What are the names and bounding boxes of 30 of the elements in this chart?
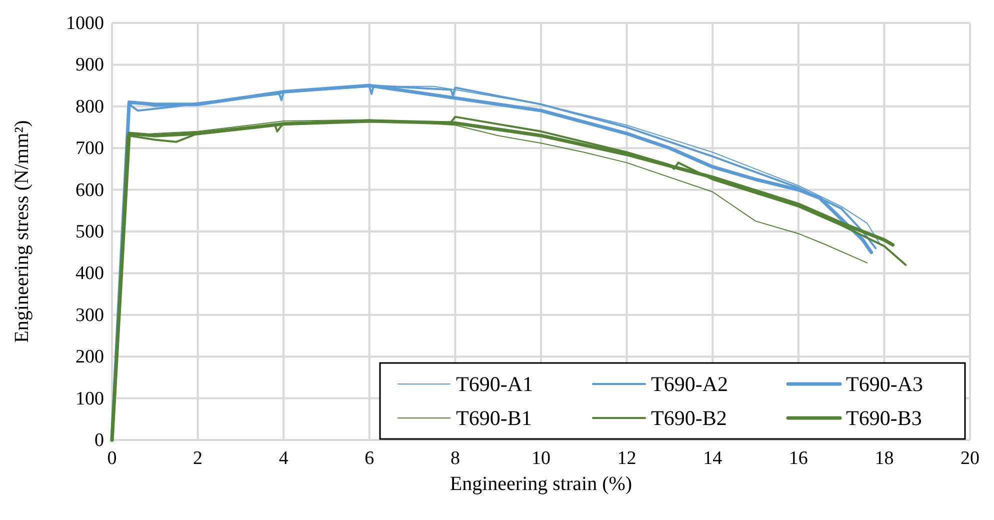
- x-tick-label: 14: [703, 448, 723, 469]
- y-tick-label: 900: [76, 54, 104, 76]
- x-tick-label: 12: [617, 448, 636, 469]
- y-axis-title: Engineering stress (N/mm²): [11, 120, 33, 343]
- y-tick-label: 700: [76, 138, 104, 160]
- x-tick-label: 2: [193, 448, 203, 469]
- x-axis-title: Engineering strain (%): [450, 473, 632, 495]
- y-tick-label: 300: [76, 304, 104, 326]
- y-tick-label: 400: [76, 263, 104, 284]
- x-tick-label: 18: [874, 448, 894, 469]
- y-tick-label: 1000: [66, 13, 104, 34]
- legend-label: T690-A2: [651, 372, 728, 396]
- legend-label: T690-A1: [456, 372, 533, 396]
- legend-label: T690-B1: [456, 406, 532, 430]
- x-tick-label: 6: [364, 448, 374, 469]
- y-tick-label: 800: [76, 96, 104, 118]
- x-tick-label: 4: [278, 448, 289, 469]
- x-tick-label: 0: [107, 448, 117, 469]
- y-tick-label: 0: [94, 430, 104, 451]
- x-tick-label: 20: [960, 448, 980, 469]
- y-tick-label: 200: [76, 346, 104, 368]
- y-tick-label: 600: [76, 180, 104, 201]
- x-tick-label: 8: [450, 448, 460, 469]
- x-tick-label: 16: [788, 448, 808, 469]
- y-tick-label: 500: [76, 222, 104, 242]
- legend-label: T690-B3: [846, 406, 922, 430]
- x-tick-label: 10: [532, 448, 550, 469]
- y-tick-label: 100: [76, 388, 104, 410]
- legend-label: T690-B2: [651, 406, 727, 430]
- legend-label: T690-A3: [846, 372, 923, 396]
